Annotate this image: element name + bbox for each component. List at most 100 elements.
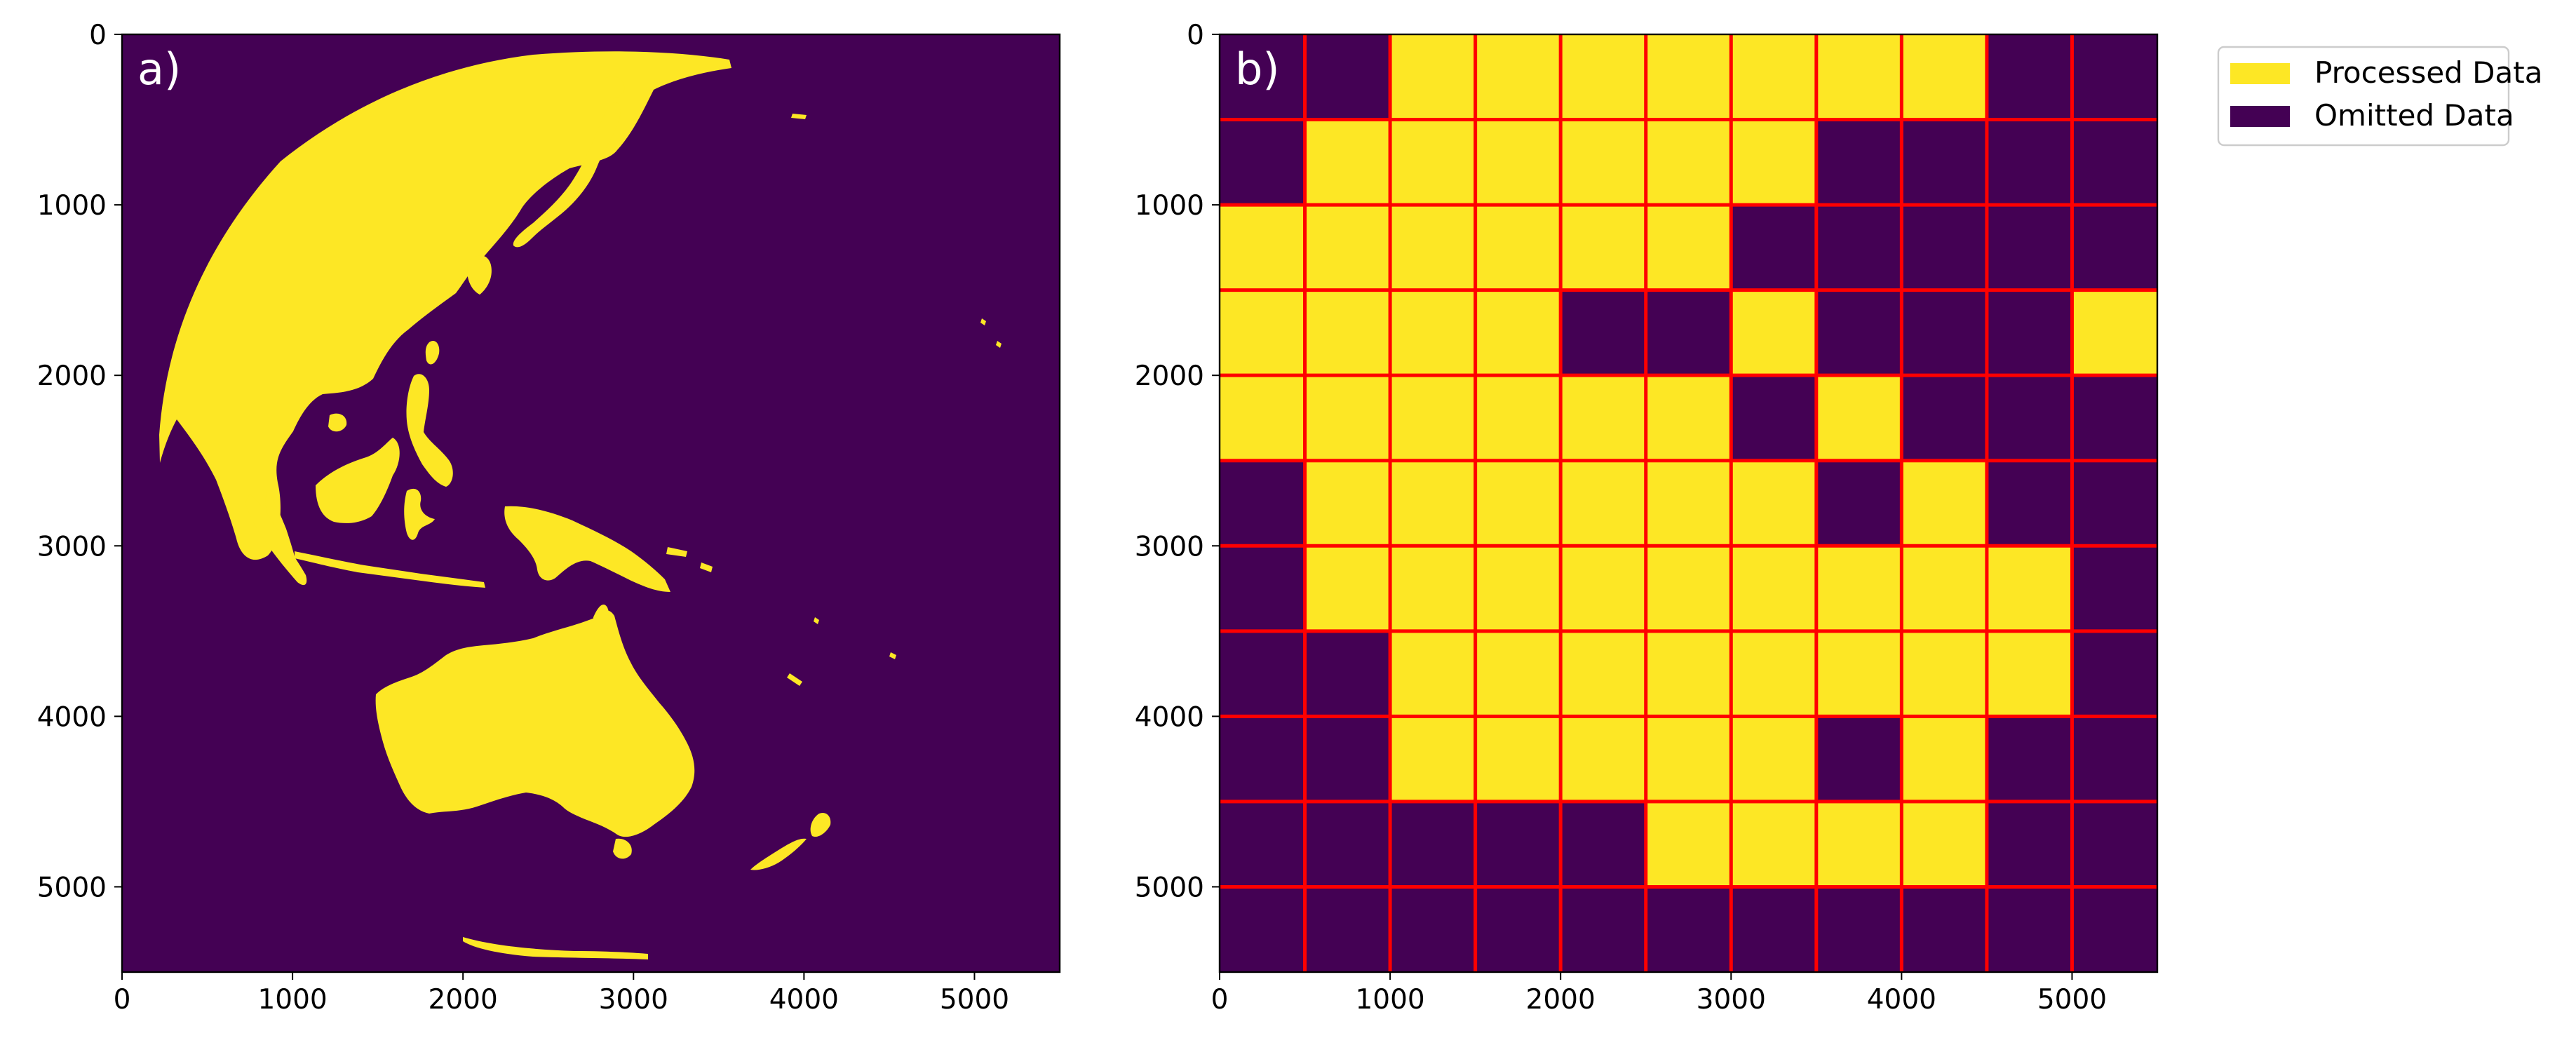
tile-processed	[1560, 631, 1647, 717]
tile-processed	[1475, 716, 1561, 802]
tile-omitted	[1731, 205, 1817, 291]
panel-b-label: b)	[1235, 43, 1280, 95]
tile-processed	[2072, 290, 2158, 376]
panel-b-x-tick-label: 3000	[1697, 984, 1766, 1016]
tile-omitted	[1901, 205, 1988, 291]
tile-omitted	[1475, 887, 1561, 973]
tile-omitted	[1816, 290, 1902, 376]
tile-omitted	[1901, 375, 1988, 461]
landmass-java	[295, 551, 485, 588]
panel-b-y-tick-label: 1000	[1135, 190, 1204, 222]
tile-omitted	[1304, 631, 1391, 717]
panel-a-x-tick-label: 4000	[769, 984, 839, 1016]
tile-processed	[1560, 119, 1647, 205]
tile-processed	[1731, 119, 1817, 205]
tile-processed	[1901, 631, 1988, 717]
tile-processed	[1560, 34, 1647, 121]
landmass-australia	[375, 610, 695, 837]
tile-omitted	[2072, 631, 2158, 717]
tile-processed	[1304, 119, 1391, 205]
tile-omitted	[1220, 801, 1306, 887]
tile-processed	[1390, 546, 1476, 632]
land-mask	[159, 51, 1002, 959]
tile-processed	[1475, 375, 1561, 461]
tile-omitted	[1816, 119, 1902, 205]
landmass-cape-york	[593, 604, 609, 638]
panel-a-label: a)	[137, 43, 181, 95]
panel-a-axes: 0 1000 2000 3000 4000 5000 0 1000 2000 3000 4000 50…	[37, 20, 1009, 1016]
panel-a-y-tick-label: 3000	[37, 531, 107, 562]
landmass-korea	[467, 255, 492, 295]
panel-a-y-tick-label: 4000	[37, 701, 107, 733]
tile-processed	[1390, 34, 1476, 121]
tile-omitted	[1304, 716, 1391, 802]
tile-processed	[1816, 801, 1902, 887]
tile-processed	[1731, 546, 1817, 632]
landmass-solomons	[666, 547, 713, 572]
legend-label-processed: Processed Data	[2314, 55, 2542, 90]
tile-processed	[1901, 460, 1988, 546]
landmass-borneo	[316, 438, 400, 523]
tile-processed	[1304, 205, 1391, 291]
tile-omitted	[2072, 460, 2158, 546]
landmass-new-zealand-north	[810, 812, 831, 837]
tile-omitted	[1986, 887, 2072, 973]
tile-processed	[1560, 716, 1647, 802]
landmass-hokkaido	[605, 76, 625, 99]
tile-processed	[1475, 34, 1561, 121]
panel-b-y-tick-label: 2000	[1135, 360, 1204, 392]
panel-b-y-tick-label: 4000	[1135, 701, 1204, 733]
landmass-philippines	[406, 374, 453, 487]
tile-processed	[1645, 119, 1732, 205]
tile-processed	[1560, 460, 1647, 546]
panel-b-x-tick-label: 4000	[1867, 984, 1936, 1016]
tile-omitted	[1645, 290, 1732, 376]
tile-processed	[1816, 631, 1902, 717]
tile-omitted	[1645, 887, 1732, 973]
tile-processed	[1390, 119, 1476, 205]
tile-processed	[1304, 460, 1391, 546]
tile-processed	[1390, 631, 1476, 717]
tile-processed	[1645, 631, 1732, 717]
tile-omitted	[1731, 375, 1817, 461]
tile-omitted	[1986, 716, 2072, 802]
tile-omitted	[2072, 887, 2158, 973]
landmass-hainan	[328, 413, 347, 432]
panel-a-x-tick-label: 5000	[940, 984, 1009, 1016]
tile-omitted	[1560, 801, 1647, 887]
tile-omitted	[1986, 34, 2072, 121]
tile-omitted	[2072, 801, 2158, 887]
tile-processed	[1475, 546, 1561, 632]
tile-omitted	[1220, 716, 1306, 802]
tile-omitted	[1390, 801, 1476, 887]
tile-omitted	[1220, 460, 1306, 546]
tile-processed	[1731, 716, 1817, 802]
tile-processed	[1901, 546, 1988, 632]
tile-processed	[1475, 460, 1561, 546]
tile-omitted	[1304, 801, 1391, 887]
tile-processed	[1645, 375, 1732, 461]
tile-processed	[1816, 375, 1902, 461]
tile-processed	[1645, 205, 1732, 291]
tile-grid	[1220, 34, 2158, 973]
landmass-new-zealand-south	[750, 838, 807, 870]
tile-omitted	[2072, 119, 2158, 205]
tile-processed	[1220, 290, 1306, 376]
landmass-tasmania	[613, 838, 632, 859]
panel-b-x-tick-label: 2000	[1526, 984, 1596, 1016]
tile-omitted	[1901, 290, 1988, 376]
tile-omitted	[1220, 34, 1306, 121]
tile-omitted	[1304, 887, 1391, 973]
tile-processed	[1475, 205, 1561, 291]
legend-box	[2217, 46, 2510, 147]
tile-omitted	[1986, 119, 2072, 205]
tile-processed	[1731, 34, 1817, 121]
landmass-asia	[159, 51, 731, 560]
tile-processed	[1731, 801, 1817, 887]
tile-omitted	[1816, 887, 1902, 973]
tile-processed	[1390, 375, 1476, 461]
tile-omitted	[1390, 887, 1476, 973]
panel-a-x-tick-label: 2000	[429, 984, 498, 1016]
tile-processed	[1560, 546, 1647, 632]
tile-processed	[1560, 205, 1647, 291]
